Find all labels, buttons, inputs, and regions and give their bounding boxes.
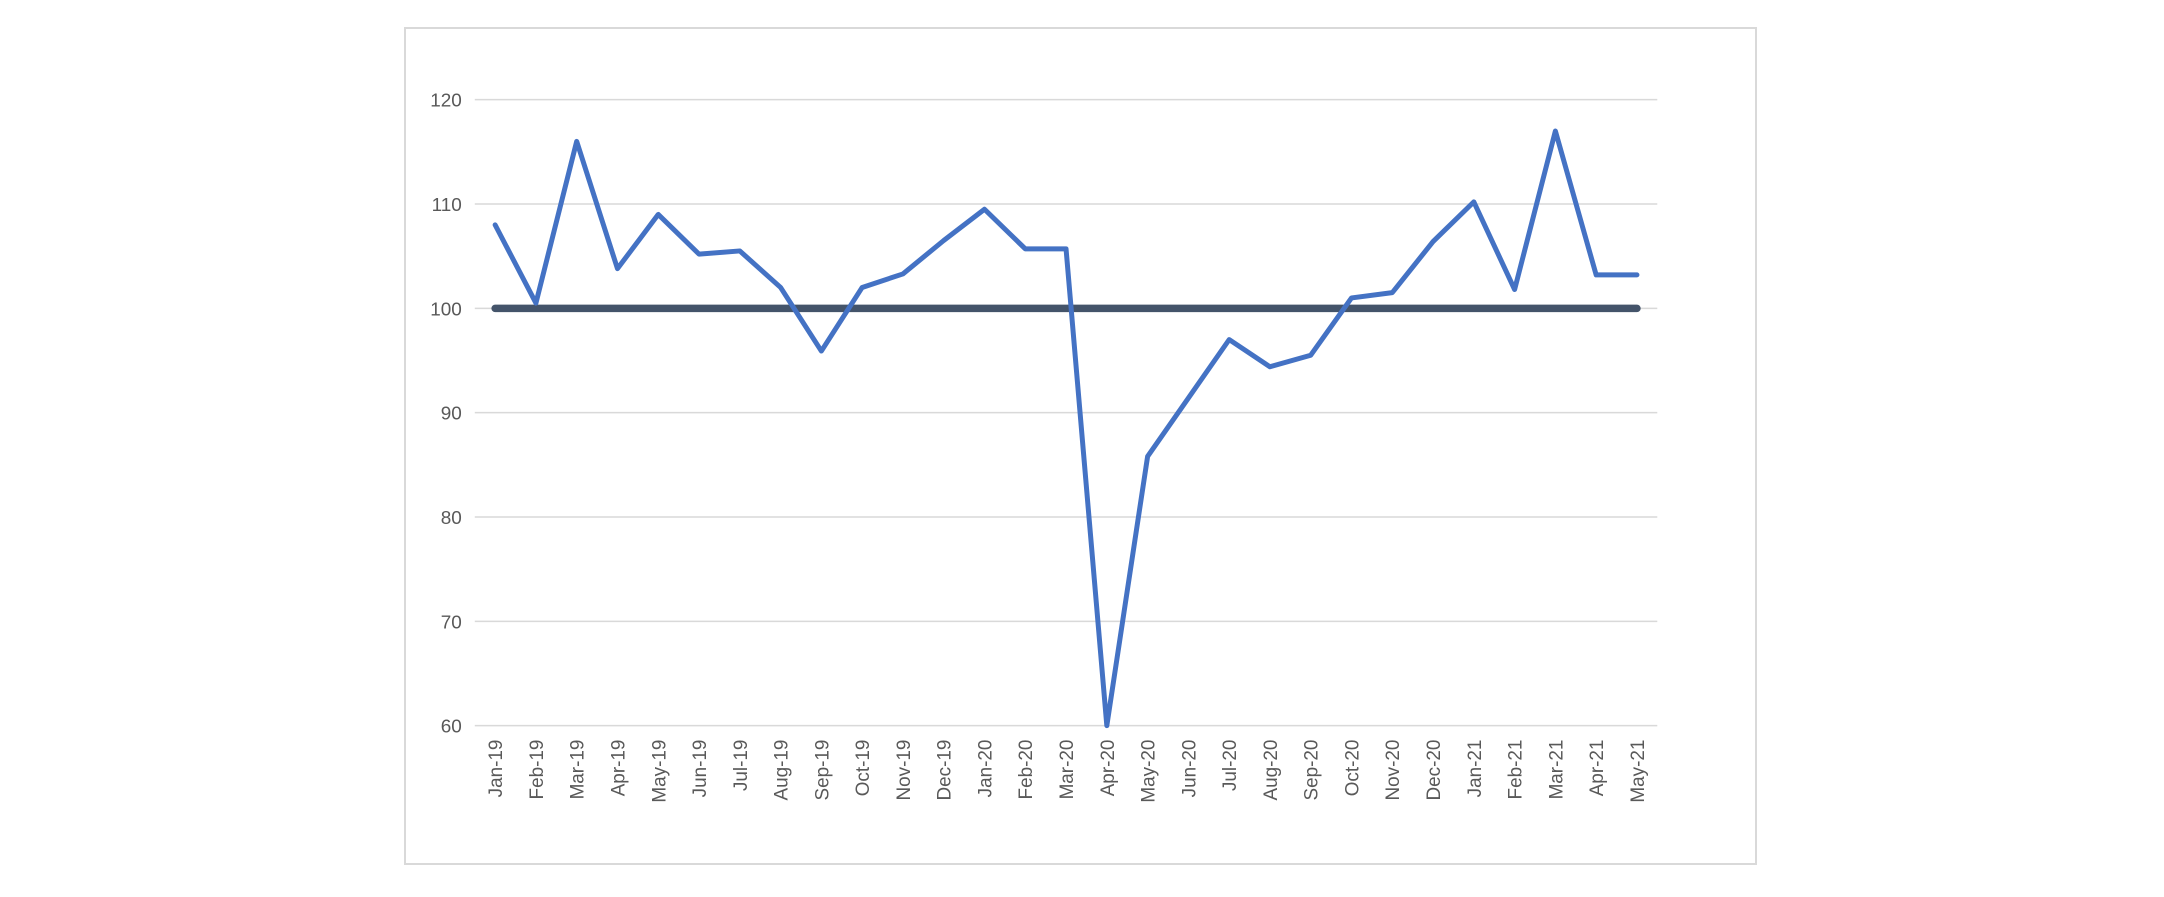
x-tick-label-jun-20: Jun-20 (1179, 740, 1200, 798)
x-tick-label-mar-19: Mar-19 (568, 740, 589, 800)
x-tick-label-aug-20: Aug-20 (1261, 740, 1282, 801)
x-axis-tick-labels: Jan-19 Feb-19 Mar-19 Apr-19 May-19 Jun-19 Jul-… (486, 740, 1649, 803)
x-tick-label-may-21: May-21 (1628, 740, 1649, 803)
x-tick-label-oct-20: Oct-20 (1342, 740, 1363, 797)
y-tick-label-90: 90 (441, 404, 462, 425)
x-tick-label-dec-20: Dec-20 (1424, 740, 1445, 801)
line-chart: 60 70 80 90 100 110 120 Jan-19 Feb-19 Mar-19 Apr-… (404, 27, 1757, 865)
x-tick-label-nov-20: Nov-20 (1383, 740, 1404, 801)
gridlines (474, 98, 1658, 727)
x-tick-label-feb-19: Feb-19 (527, 740, 548, 800)
y-tick-label-60: 60 (441, 717, 462, 738)
y-axis-tick-labels: 60 70 80 90 100 110 120 (430, 91, 462, 738)
x-tick-label-jan-19: Jan-19 (486, 740, 507, 798)
x-tick-label-sep-19: Sep-19 (812, 740, 833, 801)
x-tick-label-feb-20: Feb-20 (1016, 740, 1037, 800)
x-tick-label-jun-19: Jun-19 (690, 740, 711, 798)
chart-canvas: 60 70 80 90 100 110 120 Jan-19 Feb-19 Mar-19 Apr-… (430, 91, 1658, 803)
x-tick-label-may-20: May-20 (1139, 740, 1160, 803)
x-tick-label-apr-20: Apr-20 (1098, 740, 1119, 797)
x-tick-label-mar-20: Mar-20 (1057, 740, 1078, 800)
x-tick-label-feb-21: Feb-21 (1506, 740, 1527, 800)
series-line-monthly-index (492, 128, 1640, 729)
x-tick-label-apr-19: Apr-19 (608, 740, 629, 797)
y-tick-label-100: 100 (430, 299, 462, 320)
y-tick-label-110: 110 (432, 195, 462, 216)
x-tick-label-aug-19: Aug-19 (772, 740, 793, 801)
x-tick-label-may-19: May-19 (649, 740, 670, 803)
x-tick-label-jan-21: Jan-21 (1465, 740, 1486, 798)
x-tick-label-mar-21: Mar-21 (1546, 740, 1567, 800)
x-tick-label-dec-19: Dec-19 (935, 740, 956, 801)
x-tick-label-oct-19: Oct-19 (853, 740, 874, 797)
x-tick-label-sep-20: Sep-20 (1302, 740, 1323, 801)
y-tick-label-80: 80 (441, 508, 462, 529)
series-lines (491, 128, 1641, 729)
x-tick-label-jan-20: Jan-20 (975, 740, 996, 798)
y-tick-label-120: 120 (430, 91, 462, 112)
x-tick-label-nov-19: Nov-19 (894, 740, 915, 801)
x-tick-label-jul-19: Jul-19 (731, 740, 752, 791)
x-tick-label-apr-21: Apr-21 (1587, 740, 1608, 797)
x-tick-label-jul-20: Jul-20 (1220, 740, 1241, 791)
y-tick-label-70: 70 (441, 612, 462, 633)
